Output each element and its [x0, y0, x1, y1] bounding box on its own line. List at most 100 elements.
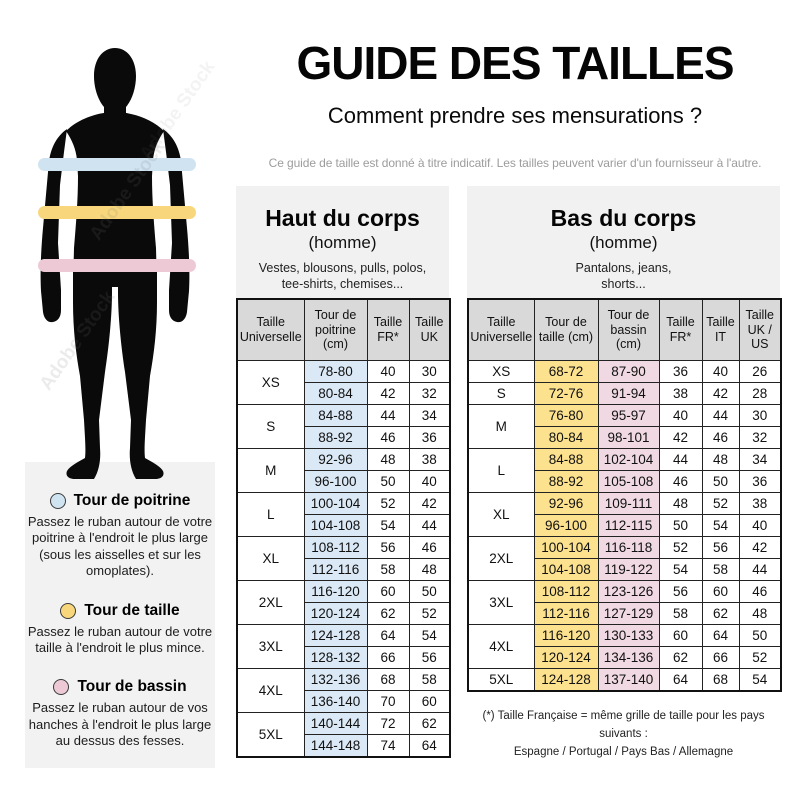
- table-row: 4XL 132-136 68 58: [236, 668, 451, 713]
- size-cell: 4XL: [467, 624, 535, 669]
- table-row: L 84-88 102-104 44 48 34: [467, 448, 782, 493]
- value-cell: 88-92: [303, 426, 368, 449]
- size-cell: XL: [467, 492, 535, 537]
- value-cell: 92-96: [533, 492, 599, 515]
- footnote-line: (*) Taille Française = même grille de ta…: [482, 710, 765, 740]
- legend-item-taille: Tour de taille Passez le ruban autour de…: [25, 602, 215, 657]
- value-cell: 112-116: [533, 602, 599, 625]
- value-cell: 60: [701, 580, 740, 603]
- value-cell: 46: [701, 426, 740, 449]
- value-cell: 50: [366, 470, 410, 493]
- size-cell: S: [236, 404, 305, 449]
- value-cell: 50: [701, 470, 740, 493]
- value-cell: 120-124: [533, 646, 599, 669]
- value-cell: 84-88: [303, 404, 368, 427]
- table-row: 112-116 127-129 58 62 48: [468, 602, 782, 625]
- value-cell: 76-80: [533, 404, 599, 427]
- table-row: 2XL 116-120 60 50: [236, 580, 451, 625]
- value-cell: 50: [738, 624, 782, 647]
- value-cell: 120-124: [303, 602, 368, 625]
- value-cell: 44: [738, 558, 782, 581]
- size-cell: 3XL: [236, 624, 305, 669]
- size-cell: XL: [236, 536, 305, 581]
- value-cell: 130-133: [597, 624, 660, 647]
- table-row: 4XL 116-120 130-133 60 64 50: [467, 624, 782, 669]
- size-cell: XS: [467, 360, 535, 383]
- value-cell: 54: [701, 514, 740, 537]
- value-cell: 58: [658, 602, 703, 625]
- table-row: M 92-96 48 38: [236, 448, 451, 493]
- table-row: S 72-76 91-94 38 42 28: [467, 382, 782, 405]
- value-cell: 87-90: [597, 360, 660, 383]
- table-row: 136-140 70 60: [237, 690, 451, 713]
- column-header: Taille IT: [701, 298, 740, 361]
- page-header: GUIDE DES TAILLES Comment prendre ses me…: [230, 36, 800, 170]
- value-cell: 137-140: [597, 668, 660, 692]
- value-cell: 64: [366, 624, 410, 647]
- table-row: XS 78-80 40 30: [236, 360, 451, 405]
- value-cell: 40: [408, 470, 451, 493]
- value-cell: 42: [408, 492, 451, 515]
- value-cell: 54: [408, 624, 451, 647]
- column-header: Taille UK: [408, 298, 451, 361]
- value-cell: 46: [366, 426, 410, 449]
- value-cell: 78-80: [303, 360, 368, 383]
- table-row: 80-84 42 32: [237, 382, 451, 405]
- value-cell: 62: [701, 602, 740, 625]
- value-cell: 62: [408, 712, 451, 735]
- value-cell: 123-126: [597, 580, 660, 603]
- value-cell: 60: [408, 690, 451, 713]
- value-cell: 62: [366, 602, 410, 625]
- value-cell: 36: [408, 426, 451, 449]
- value-cell: 102-104: [597, 448, 660, 471]
- table-row: 104-108 54 44: [237, 514, 451, 537]
- page-title: GUIDE DES TAILLES: [296, 37, 734, 89]
- size-cell: 5XL: [236, 712, 305, 758]
- value-cell: 46: [408, 536, 451, 559]
- value-cell: 46: [738, 580, 782, 603]
- value-cell: 30: [738, 404, 782, 427]
- value-cell: 50: [658, 514, 703, 537]
- value-cell: 104-108: [533, 558, 599, 581]
- value-cell: 28: [738, 382, 782, 405]
- value-cell: 74: [366, 734, 410, 758]
- table-row: 5XL 124-128 137-140 64 68 54: [467, 668, 782, 692]
- value-cell: 98-101: [597, 426, 660, 449]
- disclaimer-note: Ce guide de taille est donné à titre ind…: [268, 156, 762, 170]
- footnote-line: Espagne / Portugal / Pays Bas / Allemagn…: [513, 745, 734, 758]
- section-subtitle: (homme): [589, 233, 658, 252]
- waist-measure-band: [38, 206, 196, 219]
- value-cell: 68: [366, 668, 410, 691]
- value-cell: 26: [738, 360, 782, 383]
- value-cell: 58: [408, 668, 451, 691]
- table-row: 144-148 74 64: [237, 734, 451, 758]
- lower-body-size-table: Taille Universelle Tour de taille (cm) Tou…: [467, 298, 782, 692]
- legend-item-description: Passez le ruban autour de vos hanches à …: [28, 700, 212, 748]
- value-cell: 48: [738, 602, 782, 625]
- value-cell: 109-111: [597, 492, 660, 515]
- legend-item-label: Tour de taille: [84, 601, 180, 619]
- legend-item-label: Tour de bassin: [77, 678, 187, 696]
- value-cell: 44: [658, 448, 703, 471]
- value-cell: 56: [366, 536, 410, 559]
- value-cell: 52: [658, 536, 703, 559]
- value-cell: 100-104: [533, 536, 599, 559]
- value-cell: 64: [408, 734, 451, 758]
- legend-item-bassin: Tour de bassin Passez le ruban autour de…: [25, 678, 215, 749]
- column-header: Taille FR*: [658, 298, 703, 361]
- page-subtitle: Comment prendre ses mensurations ?: [327, 103, 703, 128]
- value-cell: 68-72: [533, 360, 599, 383]
- value-cell: 32: [738, 426, 782, 449]
- section-title: Haut du corps: [265, 205, 420, 231]
- table-row: S 84-88 44 34: [236, 404, 451, 449]
- value-cell: 52: [738, 646, 782, 669]
- chest-measure-band: [38, 158, 196, 171]
- value-cell: 60: [658, 624, 703, 647]
- value-cell: 72: [366, 712, 410, 735]
- value-cell: 56: [408, 646, 451, 669]
- value-cell: 40: [366, 360, 410, 383]
- value-cell: 54: [658, 558, 703, 581]
- column-header: Tour de poitrine (cm): [303, 298, 368, 361]
- french-size-footnote: (*) Taille Française = même grille de ta…: [467, 708, 780, 761]
- table-row: XL 108-112 56 46: [236, 536, 451, 581]
